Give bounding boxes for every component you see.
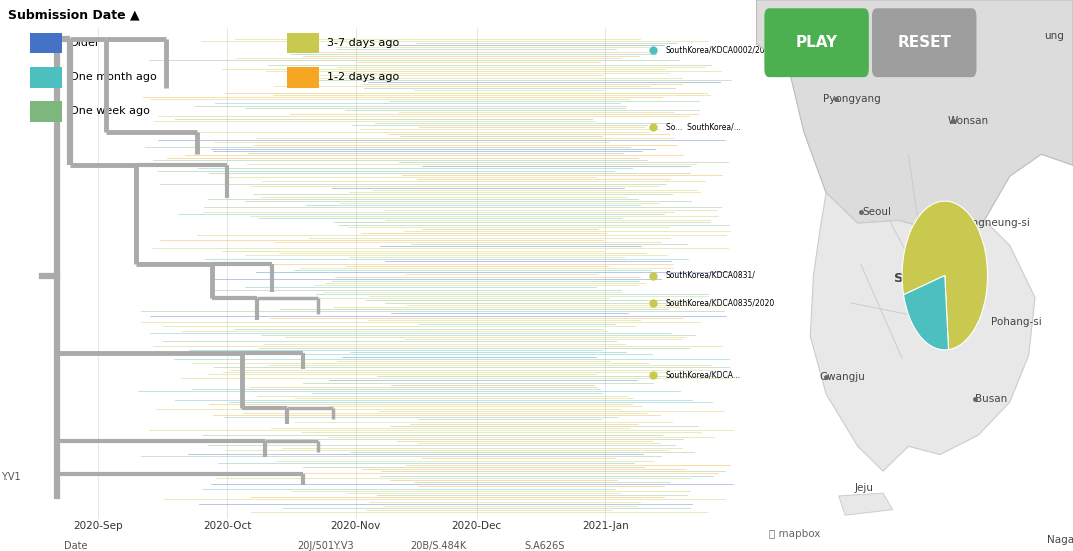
Text: PLAY: PLAY — [795, 35, 838, 51]
Polygon shape — [839, 493, 893, 515]
FancyBboxPatch shape — [288, 67, 320, 88]
FancyBboxPatch shape — [764, 8, 869, 77]
Text: One month ago: One month ago — [70, 72, 157, 82]
FancyBboxPatch shape — [288, 33, 320, 53]
Text: Busan: Busan — [974, 395, 1006, 404]
FancyBboxPatch shape — [30, 101, 62, 122]
Text: SouthKorea/KDCA...: SouthKorea/KDCA... — [665, 370, 740, 379]
Text: Y.V1: Y.V1 — [1, 472, 21, 482]
Text: So...  SouthKorea/...: So... SouthKorea/... — [665, 122, 740, 131]
Text: Date: Date — [64, 541, 87, 551]
Text: North Korea: North Korea — [878, 61, 939, 71]
Text: Pohang-si: Pohang-si — [990, 317, 1042, 327]
Text: Jeju: Jeju — [854, 483, 873, 493]
Text: SouthKorea/KDCA0831/: SouthKorea/KDCA0831/ — [665, 271, 755, 280]
Text: 2020-Sep: 2020-Sep — [74, 521, 123, 531]
Text: 2020-Oct: 2020-Oct — [203, 521, 251, 531]
Text: 1-2 days ago: 1-2 days ago — [327, 72, 399, 82]
Text: 2020-Dec: 2020-Dec — [452, 521, 502, 531]
Wedge shape — [902, 201, 987, 349]
Text: S.A626S: S.A626S — [525, 541, 564, 551]
Text: 20J/501Y.V3: 20J/501Y.V3 — [297, 541, 354, 551]
Text: Wonsan: Wonsan — [947, 116, 989, 126]
Text: 20B/S.484K: 20B/S.484K — [411, 541, 467, 551]
Polygon shape — [756, 0, 1073, 234]
Text: Gangneung-si: Gangneung-si — [957, 218, 1030, 228]
Text: 2020-Nov: 2020-Nov — [330, 521, 381, 531]
Text: ung: ung — [1044, 31, 1064, 41]
Text: South Korea: South Korea — [894, 272, 986, 285]
Polygon shape — [810, 193, 1035, 471]
Text: Ⓜ mapbox: Ⓜ mapbox — [769, 529, 821, 539]
FancyBboxPatch shape — [872, 8, 976, 77]
Text: Submission Date ▲: Submission Date ▲ — [8, 8, 139, 21]
Text: Older: Older — [70, 38, 100, 48]
Text: Naga: Naga — [1047, 535, 1073, 545]
Text: 3-7 days ago: 3-7 days ago — [327, 38, 399, 48]
Text: Gwangju: Gwangju — [819, 372, 865, 382]
Text: Seoul: Seoul — [863, 207, 892, 217]
FancyBboxPatch shape — [30, 33, 62, 53]
Text: SouthKorea/KDCA0002/202: SouthKorea/KDCA0002/202 — [665, 45, 770, 54]
Text: SouthKorea/KDCA0835/2020: SouthKorea/KDCA0835/2020 — [665, 299, 775, 307]
Text: RESET: RESET — [897, 35, 952, 51]
FancyBboxPatch shape — [30, 67, 62, 88]
Text: One week ago: One week ago — [70, 106, 149, 116]
Text: jü: jü — [777, 14, 787, 24]
Text: 2021-Jan: 2021-Jan — [582, 521, 629, 531]
Text: Pyongyang: Pyongyang — [823, 94, 880, 104]
Wedge shape — [903, 276, 949, 350]
